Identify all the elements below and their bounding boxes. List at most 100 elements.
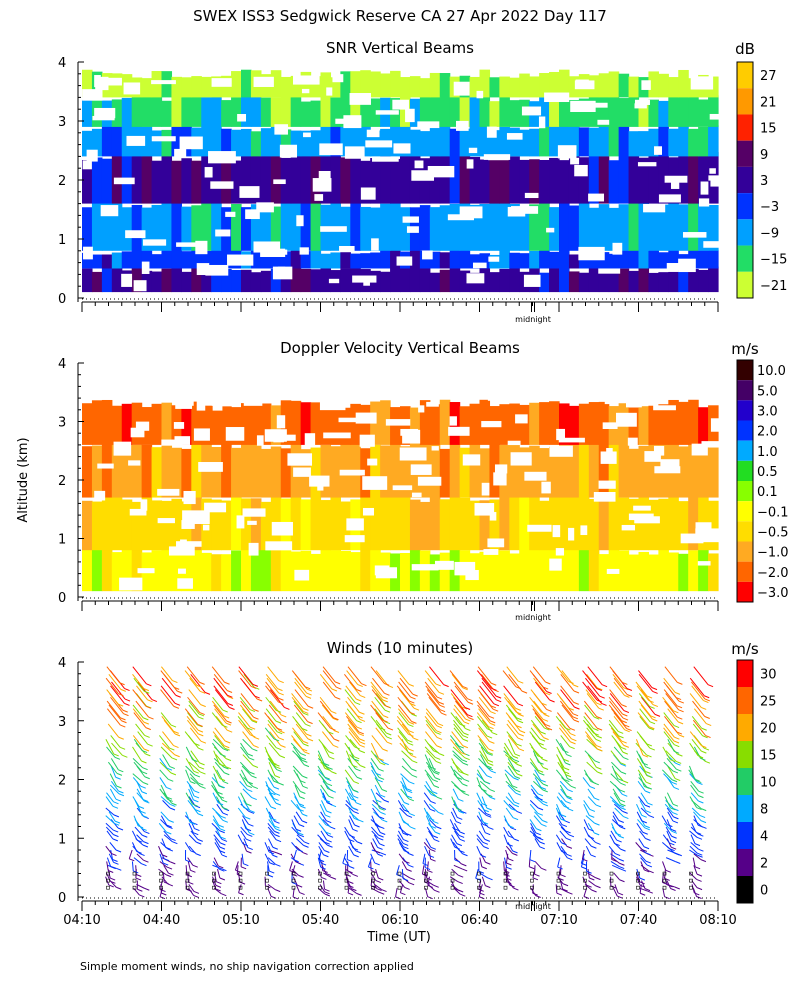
wind-barb [344,788,352,800]
wind-barb [476,845,482,856]
wind-barb [504,769,514,779]
wind-barb-flag [274,825,280,829]
heatmap-cell [111,200,123,251]
wind-barb [185,769,191,782]
wind-barb [424,670,437,685]
wind-barb [264,746,272,763]
heatmap-cell [82,403,93,445]
wind-barb-flag [331,688,338,692]
wind-barb-flag [299,892,305,896]
wind-barb-flag [601,684,608,688]
wind-barb-flag [302,728,308,732]
calm-marker [556,871,561,876]
wind-barb-flag [305,723,311,727]
wind-barb-flag [192,822,198,826]
wind-barb-flag [408,748,414,752]
wind-barb-flag [352,828,358,832]
wind-barb-flag [304,686,311,690]
heatmap-cell [260,270,272,293]
heatmap-cell [539,402,550,445]
wind-barb-flag [518,733,524,737]
wind-barb [106,689,119,705]
wind-barb-flag [273,780,279,784]
heatmap-cell [330,97,341,127]
heatmap-cell [360,404,371,445]
wind-barb-flag [673,740,680,744]
wind-barb [583,769,592,782]
heatmap-cell [141,207,153,251]
heatmap-cell [439,269,451,293]
data-gap [301,88,310,94]
heatmap-cell [171,447,182,498]
heatmap-cell [280,448,292,498]
wind-barb-flag [118,790,124,794]
heatmap-cell [171,264,182,293]
x-tick-label: 06:40 [461,913,498,928]
data-gap [588,193,605,202]
snr-panel-title: SNR Vertical Beams [326,39,474,57]
wind-barb [319,696,332,712]
wind-barb [555,738,564,751]
data-gap [271,521,293,536]
heatmap-cell [509,443,520,498]
wind-barb [583,700,598,717]
wind-barb [477,689,492,707]
heatmap-cell [598,94,610,127]
wind-barb-flag [276,747,282,751]
wind-barb-flag [114,822,120,826]
wind-barb [690,834,696,844]
wind-barb [322,792,328,804]
wind-barb [424,738,434,752]
heatmap-cell [628,154,640,204]
wind-barb [373,834,380,845]
wind-barb [159,788,169,800]
wind-barb-flag [506,877,512,881]
wind-barb [583,719,595,734]
wind-barb-flag [621,704,627,708]
data-gap [574,80,595,90]
wind-barb [449,735,460,747]
wind-barb-flag [598,707,604,711]
wind-barb-flag [387,685,394,689]
wind-barb-flag [380,852,387,856]
heatmap-cell [181,401,192,445]
wind-barb-flag [465,728,471,732]
heatmap-cell [330,496,341,551]
wind-barb-flag [298,803,305,807]
wind-barb [318,738,330,752]
wind-barb-flag [254,695,260,699]
wind-barb [292,750,303,761]
heatmap-cell [400,495,411,551]
data-gap [279,144,298,158]
heatmap-cell [439,205,451,251]
wind-barb-flag [298,832,304,836]
wind-barb [479,884,483,894]
data-gap [402,216,419,223]
heatmap-cell [459,200,471,251]
wind-barb-flag [617,892,624,896]
heatmap-cell [221,207,232,251]
heatmap-cell [191,160,202,204]
wind-barb [371,735,384,750]
wind-barb-flag [512,850,518,854]
wind-barb [691,807,701,816]
wind-barb [212,861,220,870]
heatmap-cell [608,272,620,293]
wind-barb-flag [595,738,602,742]
wind-barb-flag [247,789,253,793]
wind-barb-flag [246,803,252,807]
wind-barb-flag [506,866,512,870]
wind-barb [582,876,588,886]
heatmap-cell [250,548,262,592]
wind-barb-flag [279,755,286,759]
heatmap-cell [260,403,272,445]
data-gap [427,165,455,178]
wind-barb [452,746,466,759]
y-tick-label: 3 [58,416,66,431]
wind-barb [425,780,433,792]
wind-barb [560,788,568,798]
heatmap-cell [270,125,282,157]
heatmap-cell [568,125,580,157]
data-gap [393,143,411,154]
wind-barb [636,868,641,879]
